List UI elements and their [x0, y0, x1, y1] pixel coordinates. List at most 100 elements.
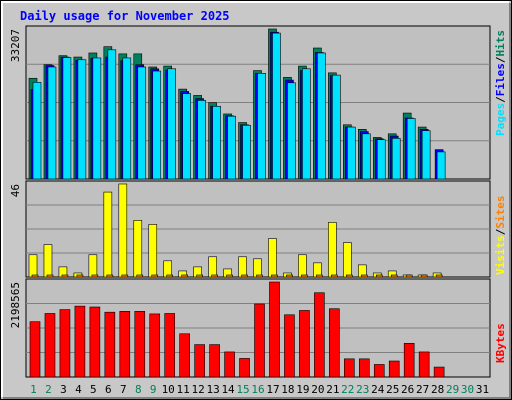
bar-visits: [43, 244, 53, 278]
bar-pages: [107, 49, 117, 180]
panel-max-label: 33207: [9, 29, 22, 62]
legend-separator: /: [494, 228, 507, 235]
bar-kbytes: [104, 311, 116, 378]
bar-pages: [421, 130, 431, 180]
bar-visits: [298, 254, 307, 278]
x-tick-label: 22: [341, 383, 354, 396]
x-tick-label: 20: [311, 383, 324, 396]
bar-kbytes: [269, 281, 280, 378]
bar-sites: [166, 274, 174, 278]
bar-pages: [32, 82, 42, 180]
bar-pages: [167, 68, 177, 180]
bar-pages: [376, 139, 386, 180]
x-tick-label: 21: [326, 383, 339, 396]
legend-sites: Sites: [494, 196, 507, 229]
x-tick-label: 26: [401, 383, 414, 396]
x-tick-label: 25: [386, 383, 399, 396]
bar-kbytes: [89, 306, 101, 378]
bar-pages: [317, 52, 326, 180]
bar-sites: [286, 274, 293, 278]
bar-kbytes: [44, 313, 56, 378]
bar-kbytes: [224, 351, 235, 378]
panel-max-label: 2198565: [9, 282, 22, 328]
x-tick-label: 3: [60, 383, 67, 396]
x-tick-label: 16: [251, 383, 264, 396]
bar-sites: [316, 274, 323, 278]
panel-max-label: 46: [9, 184, 22, 197]
bar-kbytes: [29, 321, 41, 378]
bar-sites: [390, 274, 398, 278]
legend-files: Files: [494, 63, 507, 96]
bar-pages: [391, 138, 401, 180]
bar-visits: [88, 254, 98, 278]
legend-separator: /: [494, 56, 507, 63]
x-tick-label: 14: [221, 383, 235, 396]
bar-kbytes: [149, 313, 161, 378]
bar-visits: [238, 256, 247, 278]
bar-pages: [92, 57, 102, 180]
bar-sites: [61, 274, 69, 278]
bar-sites: [76, 274, 84, 278]
bar-kbytes: [433, 366, 445, 378]
panel-legend: Visits/Sites: [494, 196, 507, 276]
legend-visits: Visits: [494, 235, 507, 275]
x-tick-label: 30: [461, 383, 474, 396]
x-tick-label: 29: [446, 383, 459, 396]
x-tick-label: 28: [431, 383, 444, 396]
bar-sites: [360, 274, 368, 278]
bar-sites: [420, 274, 428, 278]
bar-pages: [212, 105, 221, 180]
bar-sites: [46, 274, 54, 278]
bar-sites: [151, 274, 159, 278]
x-tick-label: 17: [266, 383, 279, 396]
bar-sites: [375, 274, 383, 278]
panel-legend: Pages/Files/Hits: [494, 30, 507, 136]
bar-visits: [163, 260, 173, 278]
bar-kbytes: [194, 344, 205, 378]
bar-kbytes: [314, 292, 325, 378]
bar-sites: [121, 274, 129, 278]
bar-sites: [136, 274, 144, 278]
bar-visits: [118, 183, 128, 278]
bar-kbytes: [74, 305, 86, 378]
bar-pages: [272, 32, 281, 180]
bar-sites: [226, 274, 233, 278]
x-tick-label: 11: [177, 383, 190, 396]
bar-sites: [256, 274, 263, 278]
bar-sites: [211, 274, 218, 278]
bar-pages: [242, 124, 251, 180]
legend-pages: Pages: [494, 103, 507, 136]
bar-pages: [227, 115, 236, 180]
bar-pages: [182, 93, 191, 180]
x-tick-label: 23: [356, 383, 369, 396]
bar-sites: [31, 274, 39, 278]
bar-sites: [435, 274, 443, 278]
x-tick-label: 9: [150, 383, 157, 396]
bar-pages: [62, 57, 72, 180]
bar-pages: [302, 68, 311, 180]
x-tick-label: 31: [476, 383, 489, 396]
bar-visits: [103, 191, 113, 278]
bar-sites: [106, 274, 114, 278]
x-tick-label: 19: [296, 383, 309, 396]
bar-pages: [47, 66, 57, 180]
bar-sites: [405, 274, 413, 278]
bar-kbytes: [403, 342, 415, 378]
x-tick-label: 12: [192, 383, 205, 396]
x-tick-label: 13: [206, 383, 219, 396]
legend-kbytes: KBytes: [494, 323, 507, 363]
panel-visits-sites: 46 Visits/Sites: [9, 180, 507, 278]
bar-pages: [436, 151, 446, 180]
bar-kbytes: [299, 310, 310, 378]
x-tick-label: 2: [45, 383, 52, 396]
x-tick-label: 7: [120, 383, 127, 396]
bar-sites: [271, 274, 278, 278]
legend-separator: /: [494, 96, 507, 103]
bar-sites: [331, 274, 338, 278]
bar-kbytes: [179, 333, 190, 378]
bar-pages: [347, 126, 356, 180]
bar-sites: [241, 274, 248, 278]
x-tick-label: 4: [75, 383, 82, 396]
